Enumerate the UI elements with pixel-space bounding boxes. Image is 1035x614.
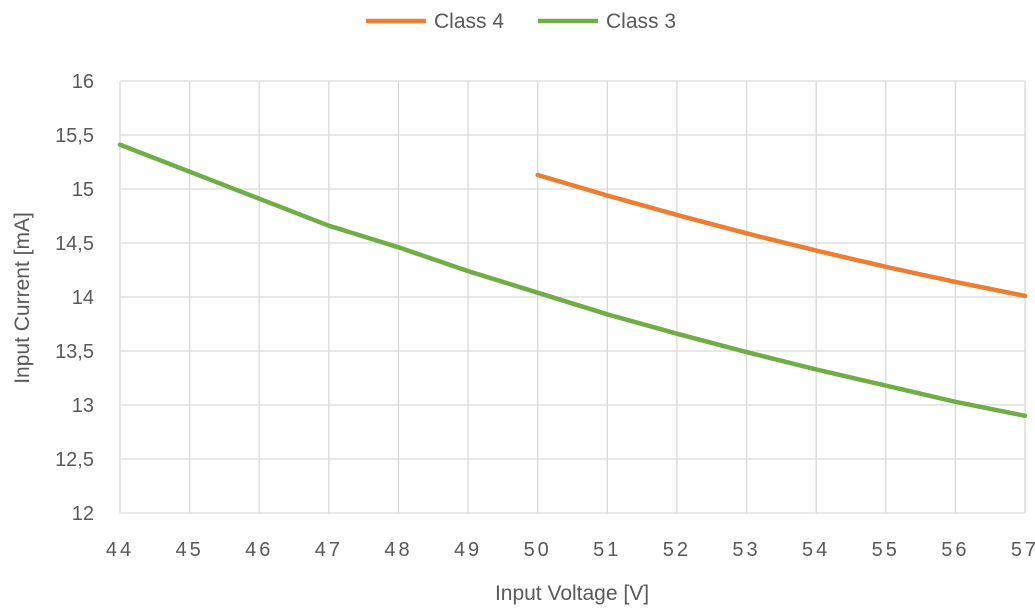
x-tick-label: 57: [1011, 539, 1035, 561]
x-tick-label: 55: [872, 539, 900, 561]
series-line-class-3: [117, 142, 1028, 419]
y-axis-ticks: 12 12,5 13 13,5 14 14,5 15 15,5 16: [55, 71, 94, 525]
x-axis-ticks: 44 45 46 47 48 49 50 51 52 53 54 55 56 57: [106, 539, 1035, 561]
y-tick-label: 16: [72, 71, 94, 93]
y-axis-title: Input Current [mA]: [11, 212, 34, 384]
x-tick-label: 49: [454, 539, 482, 561]
x-tick-label: 56: [941, 539, 969, 561]
gridlines: [119, 80, 1026, 514]
x-tick-label: 47: [315, 539, 343, 561]
y-tick-label: 12: [72, 503, 94, 525]
legend: Class 4 Class 3: [366, 10, 676, 33]
y-tick-label: 14: [72, 287, 94, 309]
y-tick-label: 13: [72, 395, 94, 417]
y-tick-label: 15,5: [55, 125, 94, 147]
x-tick-label: 54: [802, 539, 830, 561]
x-tick-label: 46: [245, 539, 273, 561]
x-tick-label: 52: [663, 539, 691, 561]
series-line-class-4: [535, 172, 1028, 299]
x-tick-label: 48: [384, 539, 412, 561]
y-tick-label: 13,5: [55, 341, 94, 363]
x-tick-label: 44: [106, 539, 134, 561]
legend-label: Class 3: [606, 10, 676, 33]
legend-label: Class 4: [434, 10, 504, 33]
y-tick-label: 12,5: [55, 449, 94, 471]
y-tick-label: 14,5: [55, 233, 94, 255]
x-tick-label: 53: [732, 539, 760, 561]
x-tick-label: 50: [524, 539, 552, 561]
x-tick-label: 51: [593, 539, 621, 561]
y-tick-label: 15: [72, 179, 94, 201]
series-lines: [117, 142, 1028, 419]
x-tick-label: 45: [175, 539, 203, 561]
x-axis-title: Input Voltage [V]: [495, 582, 649, 605]
